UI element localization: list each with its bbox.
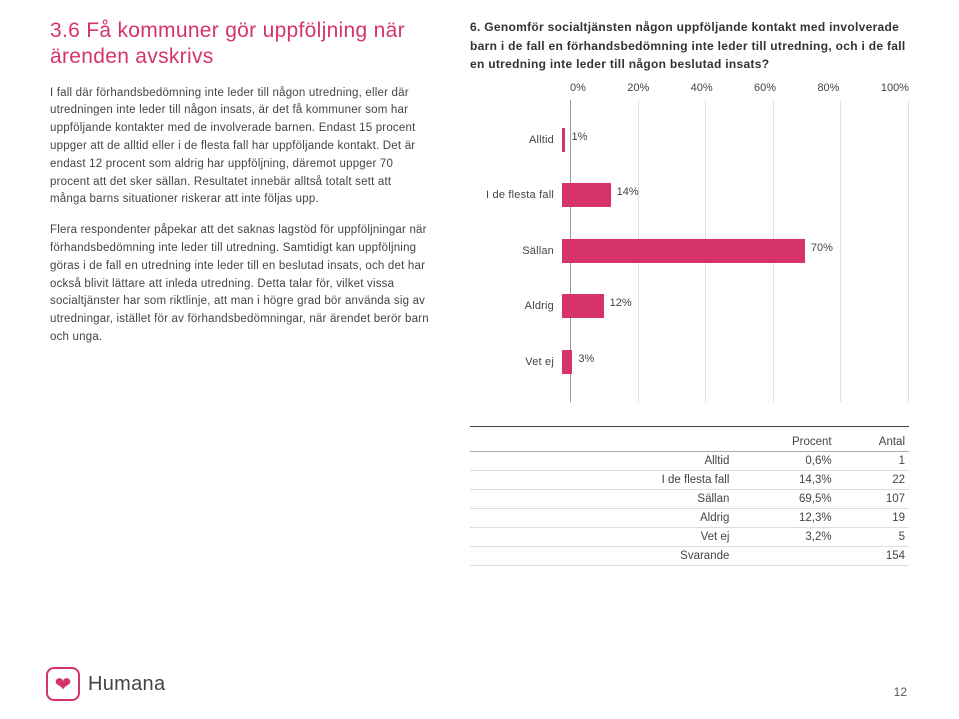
bar-value: 70% — [811, 242, 833, 254]
bar-value: 14% — [617, 186, 639, 198]
axis-tick: 60% — [754, 82, 776, 94]
table-cell: I de flesta fall — [470, 470, 733, 489]
table-row: Alltid0,6%1 — [470, 451, 909, 470]
bar-row: Alltid 1% — [470, 123, 909, 157]
left-column: 3.6 Få kommuner gör upp­följning när äre… — [50, 18, 430, 566]
bar-row: Vet ej 3% — [470, 345, 909, 379]
paragraph-2: Flera respondenter påpekar att det sakna… — [50, 222, 430, 347]
table-header-cell — [470, 433, 733, 452]
paragraph-1: I fall där förhandsbedömning inte leder … — [50, 85, 430, 210]
table-cell: 0,6% — [733, 451, 835, 470]
table-cell: 69,5% — [733, 489, 835, 508]
chart-bars: Alltid 1% I de flesta fall 14% Sällan 70% Aldr… — [470, 100, 909, 402]
table-cell: 12,3% — [733, 508, 835, 527]
table-row: Sällan69,5%107 — [470, 489, 909, 508]
bar-row: Aldrig 12% — [470, 289, 909, 323]
bar-label: Sällan — [470, 245, 562, 257]
table-cell: Alltid — [470, 451, 733, 470]
table-header-cell: Procent — [733, 433, 835, 452]
bar-value: 3% — [578, 353, 594, 365]
table-cell: 154 — [836, 546, 909, 565]
table-divider — [470, 426, 909, 427]
bar-track: 70% — [562, 239, 909, 263]
bar-value: 1% — [571, 131, 587, 143]
bar-label: Aldrig — [470, 300, 562, 312]
page-number: 12 — [894, 685, 907, 699]
bar-track: 3% — [562, 350, 909, 374]
axis-tick: 40% — [691, 82, 713, 94]
bar-track: 12% — [562, 294, 909, 318]
table-cell: 3,2% — [733, 527, 835, 546]
bar-track: 14% — [562, 183, 909, 207]
table-cell: 22 — [836, 470, 909, 489]
axis-tick: 0% — [570, 82, 586, 94]
table-header-cell: Antal — [836, 433, 909, 452]
table-cell: 14,3% — [733, 470, 835, 489]
table-cell: 1 — [836, 451, 909, 470]
bar — [562, 350, 572, 374]
bar — [562, 183, 611, 207]
section-heading: 3.6 Få kommuner gör upp­följning när äre… — [50, 18, 430, 71]
bar-label: I de flesta fall — [470, 189, 562, 201]
table-cell: 107 — [836, 489, 909, 508]
bar — [562, 128, 565, 152]
table-row: Svarande 154 — [470, 546, 909, 565]
table-cell: 19 — [836, 508, 909, 527]
data-table: ProcentAntal Alltid0,6%1I de flesta fall… — [470, 433, 909, 566]
table-body: Alltid0,6%1I de flesta fall14,3%22Sällan… — [470, 451, 909, 565]
table-cell: Svarande — [470, 546, 733, 565]
bar-chart: 0% 20% 40% 60% 80% 100% Alltid 1% I de flesta f… — [470, 82, 909, 402]
table-cell: 5 — [836, 527, 909, 546]
right-column: 6. Genomför socialtjänsten någon uppfölj… — [470, 18, 909, 566]
bar-value: 12% — [610, 297, 632, 309]
humana-logo: ❤ Humana — [46, 667, 165, 701]
logo-text: Humana — [88, 673, 165, 696]
bar — [562, 239, 805, 263]
table-row: Aldrig12,3%19 — [470, 508, 909, 527]
bar-row: I de flesta fall 14% — [470, 178, 909, 212]
logo-heart-icon: ❤ — [46, 667, 80, 701]
bar-label: Alltid — [470, 134, 562, 146]
bar-track: 1% — [562, 128, 909, 152]
table-cell: Aldrig — [470, 508, 733, 527]
table-header-row: ProcentAntal — [470, 433, 909, 452]
axis-tick: 80% — [817, 82, 839, 94]
bar — [562, 294, 604, 318]
table-cell: Vet ej — [470, 527, 733, 546]
table-row: I de flesta fall14,3%22 — [470, 470, 909, 489]
table-cell — [733, 546, 835, 565]
table-row: Vet ej3,2%5 — [470, 527, 909, 546]
axis-tick: 20% — [627, 82, 649, 94]
axis-labels: 0% 20% 40% 60% 80% 100% — [570, 82, 909, 94]
bar-row: Sällan 70% — [470, 234, 909, 268]
table-cell: Sällan — [470, 489, 733, 508]
axis-tick: 100% — [881, 82, 909, 94]
chart-title: 6. Genomför socialtjänsten någon uppfölj… — [470, 18, 909, 74]
bar-label: Vet ej — [470, 356, 562, 368]
